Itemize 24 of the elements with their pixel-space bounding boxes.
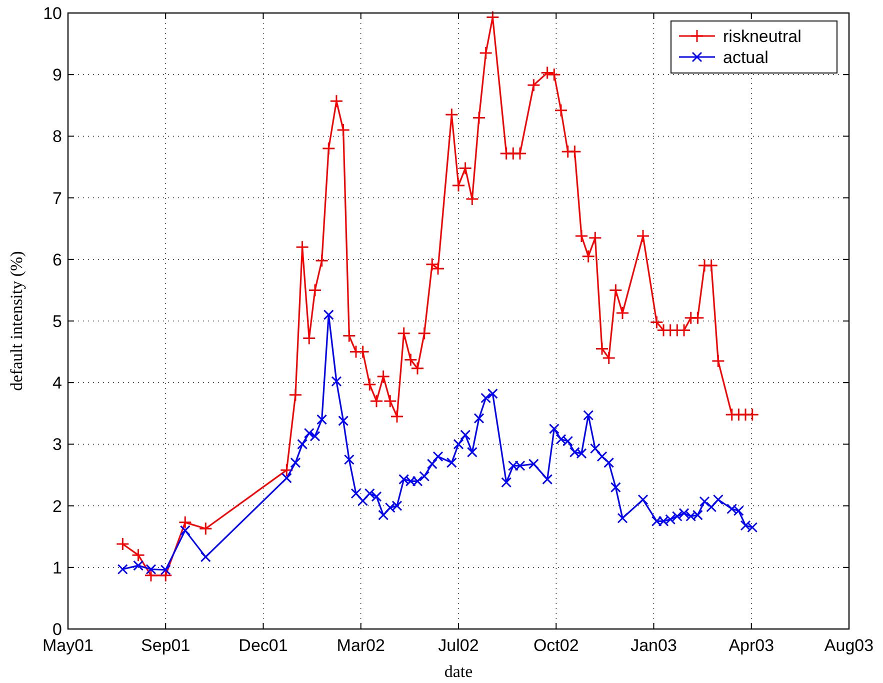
y-tick-label: 3 [52,435,62,454]
y-tick-label: 2 [52,496,62,516]
y-tick-label: 8 [52,127,62,146]
y-tick-label: 6 [52,250,62,270]
y-tick-label: 1 [52,558,62,578]
y-tick-label: 4 [52,374,62,393]
x-tick-label: Sep01 [141,636,190,655]
x-tick-label: Apr03 [728,636,774,655]
y-tick-label: 10 [43,4,62,23]
x-tick-label: Dec01 [238,636,288,655]
y-tick-label: 7 [52,188,62,208]
x-tick-label: May01 [42,636,94,655]
legend-label: riskneutral [723,27,802,46]
x-tick-label: Mar02 [336,636,385,655]
x-tick-label: Oct02 [533,636,579,655]
legend-label: actual [723,48,768,67]
y-tick-label: 0 [52,620,62,639]
y-tick-label: 9 [52,66,62,85]
x-tick-label: Jul02 [438,636,479,655]
x-tick-label: Aug03 [824,636,874,655]
x-tick-label: Jan03 [630,636,677,655]
x-axis-title: date [444,662,473,681]
y-tick-label: 5 [52,312,62,331]
y-axis-title: default intensity (%) [7,251,26,391]
